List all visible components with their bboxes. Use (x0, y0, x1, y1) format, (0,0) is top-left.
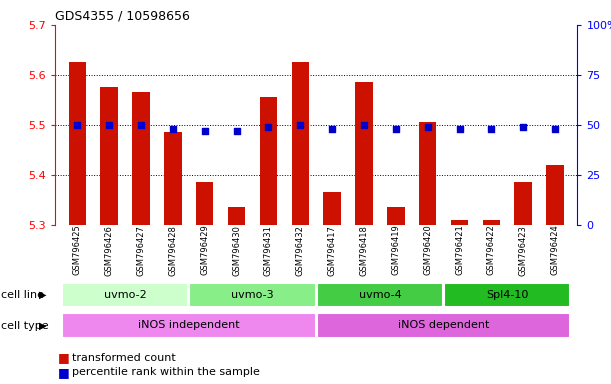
Bar (62, 283, 188, 307)
Point (551, 126, 560, 132)
Bar (323, 192, 341, 225)
Bar (189, 283, 315, 307)
Point (359, 122, 369, 128)
Text: ▶: ▶ (38, 321, 46, 331)
Text: transformed count: transformed count (72, 353, 176, 363)
Text: GSM796418: GSM796418 (359, 225, 368, 275)
Point (200, 128, 210, 134)
Point (518, 124, 528, 130)
Point (423, 124, 433, 130)
Text: GSM796425: GSM796425 (73, 225, 82, 275)
Text: uvmo-2: uvmo-2 (104, 290, 147, 300)
Point (391, 126, 401, 132)
Bar (291, 62, 309, 225)
Text: ▶: ▶ (38, 290, 46, 300)
Point (263, 124, 273, 130)
Text: GSM796422: GSM796422 (487, 225, 496, 275)
Text: GSM796429: GSM796429 (200, 225, 209, 275)
Text: GSM796427: GSM796427 (136, 225, 145, 275)
Bar (451, 220, 468, 225)
Text: ■: ■ (58, 366, 70, 379)
Point (486, 126, 496, 132)
Point (232, 128, 241, 134)
Text: GDS4355 / 10598656: GDS4355 / 10598656 (55, 10, 190, 23)
Text: GSM796428: GSM796428 (169, 225, 177, 275)
Text: uvmo-3: uvmo-3 (231, 290, 274, 300)
Bar (260, 97, 277, 225)
Bar (514, 182, 532, 225)
Bar (355, 82, 373, 225)
Text: iNOS dependent: iNOS dependent (398, 320, 489, 331)
Point (327, 126, 337, 132)
Bar (387, 207, 404, 225)
Text: ■: ■ (58, 351, 70, 364)
Text: GSM796431: GSM796431 (264, 225, 273, 275)
Text: cell line: cell line (1, 290, 44, 300)
Point (295, 122, 305, 128)
Text: GSM796419: GSM796419 (391, 225, 400, 275)
Bar (317, 313, 571, 338)
Text: GSM796430: GSM796430 (232, 225, 241, 275)
Bar (196, 182, 213, 225)
Text: GSM796432: GSM796432 (296, 225, 305, 275)
Bar (100, 87, 118, 225)
Bar (317, 283, 443, 307)
Bar (164, 132, 181, 225)
Text: cell type: cell type (1, 321, 49, 331)
Point (136, 122, 146, 128)
Bar (444, 283, 571, 307)
Point (455, 126, 464, 132)
Text: GSM796420: GSM796420 (423, 225, 432, 275)
Text: GSM796424: GSM796424 (551, 225, 560, 275)
Text: GSM796421: GSM796421 (455, 225, 464, 275)
Text: GSM796417: GSM796417 (327, 225, 337, 275)
Bar (62, 313, 315, 338)
Text: iNOS independent: iNOS independent (138, 320, 240, 331)
Text: Spl4-10: Spl4-10 (486, 290, 529, 300)
Text: percentile rank within the sample: percentile rank within the sample (72, 367, 260, 377)
Bar (132, 92, 150, 225)
Text: GSM796426: GSM796426 (104, 225, 114, 275)
Bar (228, 207, 246, 225)
Bar (419, 122, 436, 225)
Bar (483, 220, 500, 225)
Point (104, 122, 114, 128)
Bar (68, 62, 86, 225)
Text: uvmo-4: uvmo-4 (359, 290, 401, 300)
Text: GSM796423: GSM796423 (519, 225, 528, 275)
Point (168, 126, 178, 132)
Bar (546, 165, 564, 225)
Point (72, 122, 82, 128)
